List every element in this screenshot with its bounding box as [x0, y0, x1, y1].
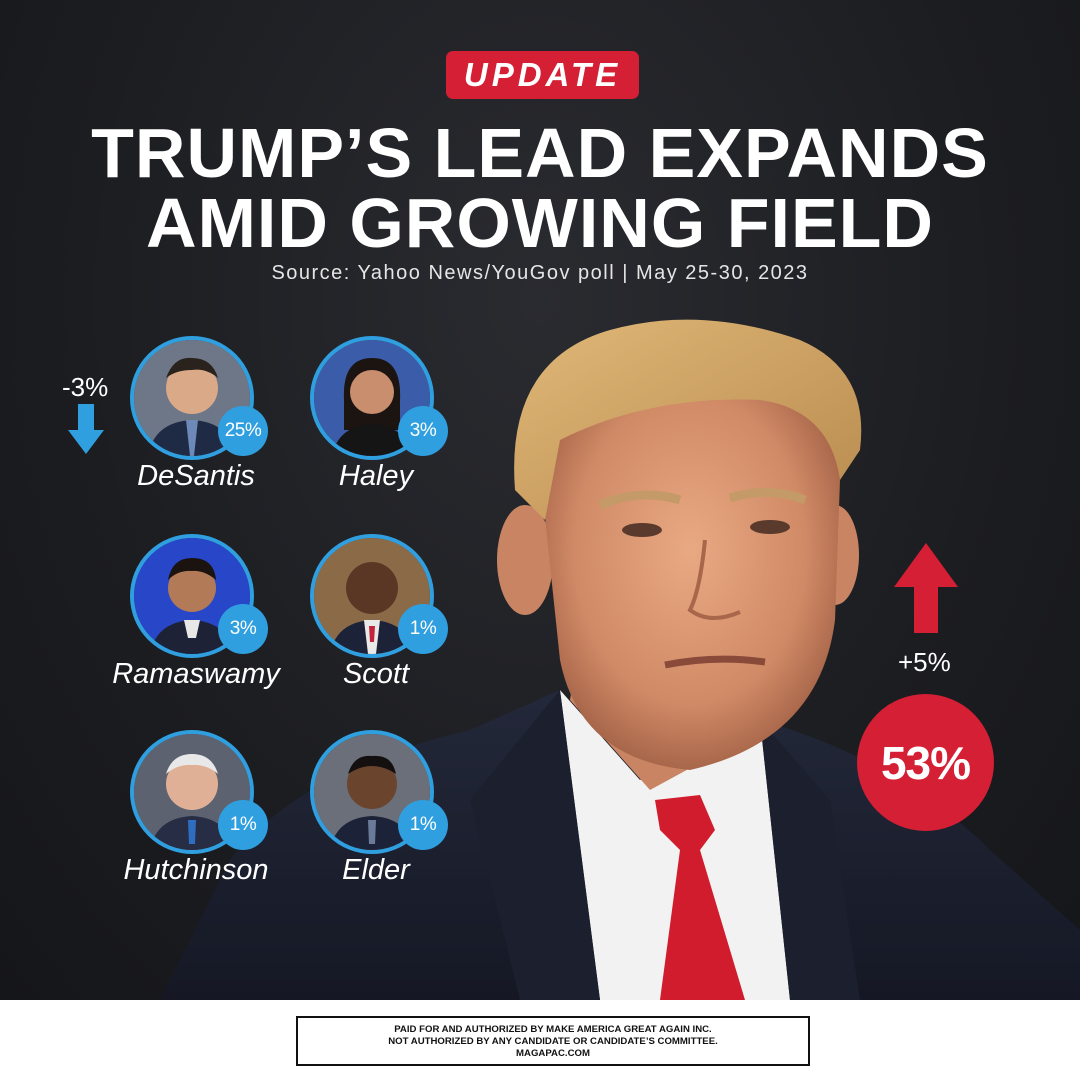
candidate-ramaswamy: 3% Ramaswamy [112, 534, 326, 724]
candidate-name: DeSantis [137, 460, 255, 492]
percent-badge: 1% [218, 800, 268, 850]
percent-badge: 1% [398, 604, 448, 654]
candidate-name: Haley [338, 460, 414, 492]
candidate-scott: 1% Scott [306, 534, 506, 724]
candidate-name: Hutchinson [123, 854, 269, 886]
candidate-haley: 3% Haley [306, 336, 506, 526]
percent-badge: 3% [398, 406, 448, 456]
disclaimer-line-1: PAID FOR AND AUTHORIZED BY MAKE AMERICA … [394, 1024, 712, 1035]
candidate-name: Scott [342, 658, 410, 690]
disclaimer-box: PAID FOR AND AUTHORIZED BY MAKE AMERICA … [296, 1016, 810, 1066]
percent-badge: 1% [398, 800, 448, 850]
candidate-elder: 1% Elder [306, 730, 506, 920]
candidate-name: Ramaswamy [112, 658, 280, 690]
trump-percent: 53% [857, 694, 994, 831]
headline-line-1: TRUMP’S LEAD EXPANDS [91, 114, 989, 192]
percent-badge: 3% [218, 604, 268, 654]
candidate-desantis: 25% DeSantis [126, 336, 326, 526]
trump-change: +5% [898, 647, 951, 677]
down-arrow-icon [68, 404, 104, 454]
disclaimer-line-2: NOT AUTHORIZED BY ANY CANDIDATE OR CANDI… [388, 1036, 718, 1047]
disclaimer-line-3: MAGAPAC.COM [516, 1048, 590, 1059]
candidate-name: Elder [342, 854, 410, 886]
desantis-change: -3% [62, 372, 109, 402]
update-badge: UPDATE [446, 51, 639, 99]
headline-line-2: AMID GROWING FIELD [146, 184, 934, 262]
source-text: Source: Yahoo News/YouGov poll | May 25-… [271, 262, 809, 284]
up-arrow-icon [894, 543, 958, 633]
percent-badge: 25% [218, 406, 268, 456]
candidate-hutchinson: 1% Hutchinson [123, 730, 326, 920]
poster: UPDATE TRUMP’S LEAD EXPANDS AMID GROWING… [0, 0, 1080, 1000]
